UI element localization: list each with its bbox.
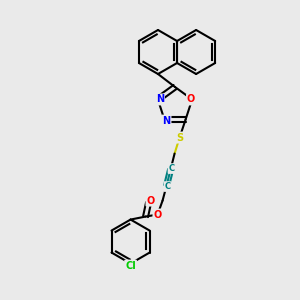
Text: N: N [162,116,170,126]
Text: O: O [146,196,155,206]
Text: S: S [176,133,183,142]
Text: N: N [156,94,164,104]
Text: O: O [154,210,162,220]
Text: C: C [164,182,171,191]
Text: O: O [187,94,195,104]
Text: C: C [169,164,175,173]
Text: Cl: Cl [125,261,136,271]
